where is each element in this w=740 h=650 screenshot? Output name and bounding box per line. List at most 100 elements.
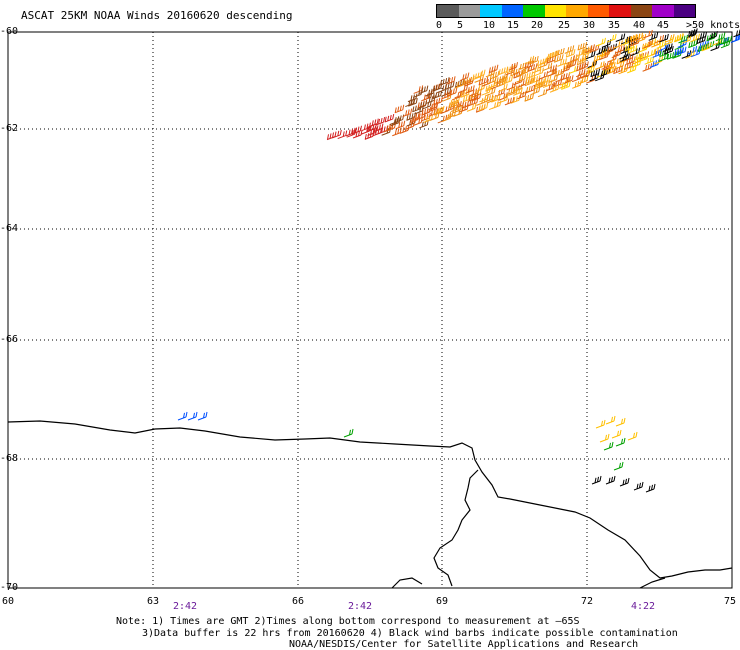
wind-barb — [485, 68, 496, 78]
wind-barb — [444, 81, 455, 90]
wind-barb — [615, 45, 625, 54]
wind-barb — [616, 55, 627, 65]
wind-barb — [445, 76, 456, 85]
wind-barb — [605, 475, 616, 485]
wind-barb — [715, 37, 726, 47]
wind-barb — [615, 437, 626, 447]
wind-barb — [580, 70, 591, 79]
wind-barb — [452, 104, 463, 114]
wind-barb — [606, 33, 617, 43]
wind-barb — [478, 76, 489, 86]
wind-barb — [442, 113, 452, 122]
wind-barb — [585, 44, 595, 53]
wind-barb — [619, 477, 630, 487]
wind-barb — [701, 42, 712, 52]
wind-barb — [577, 41, 588, 51]
wind-barb — [452, 91, 462, 101]
wind-barb — [696, 35, 707, 45]
y-label-62: -62 — [0, 123, 19, 134]
note-line-2: 3)Data buffer is 22 hrs from 20160620 4)… — [142, 628, 678, 639]
wind-barb — [595, 419, 606, 429]
wind-barb — [498, 66, 509, 76]
wind-barb — [417, 100, 427, 110]
wind-barb — [402, 108, 413, 118]
wind-barb — [658, 53, 669, 62]
legend-swatch-0 — [437, 5, 459, 17]
wind-barb — [595, 61, 605, 70]
coastline-bottom — [391, 577, 423, 589]
wind-barb — [332, 129, 342, 139]
wind-barb — [491, 94, 501, 103]
wind-barb — [541, 75, 552, 84]
coastline-right — [639, 577, 666, 589]
wind-barb — [542, 79, 553, 89]
wind-barb — [620, 45, 631, 54]
coastline-inland — [433, 469, 479, 587]
wind-barb — [419, 119, 429, 129]
wind-barb — [633, 481, 644, 491]
legend-swatch-5 — [544, 5, 566, 17]
wind-barb — [459, 72, 470, 82]
wind-barb — [547, 64, 558, 74]
wind-barb — [591, 475, 602, 485]
wind-barb — [674, 33, 684, 43]
wind-barb — [644, 56, 655, 65]
grid-lines — [8, 32, 732, 588]
y-label-70: -70 — [0, 582, 19, 593]
wind-barb — [524, 77, 535, 87]
wind-barb — [465, 85, 475, 94]
wind-speed-legend — [436, 4, 696, 18]
wind-barb — [627, 64, 637, 74]
legend-swatch-11 — [673, 5, 695, 17]
wind-barb — [704, 40, 715, 50]
wind-barb — [516, 74, 526, 83]
wind-barb — [676, 46, 687, 56]
wind-barb — [545, 82, 556, 92]
wind-barb — [489, 70, 500, 80]
wind-barb — [578, 75, 589, 85]
wind-barb — [441, 90, 452, 100]
wind-barb — [369, 118, 379, 128]
coastline — [7, 420, 733, 579]
wind-barb — [638, 53, 649, 63]
wind-barb — [636, 33, 647, 43]
wind-barb — [722, 35, 733, 45]
wind-barb — [605, 62, 616, 71]
wind-barb — [472, 71, 482, 81]
wind-barb — [352, 129, 363, 139]
wind-barb — [601, 39, 612, 48]
wind-barb — [472, 88, 482, 98]
wind-barb — [486, 87, 496, 97]
wind-barb — [613, 40, 623, 49]
y-label-64: -64 — [0, 223, 19, 234]
wind-barb — [423, 114, 434, 123]
wind-barb — [613, 461, 624, 471]
wind-barb — [529, 55, 539, 65]
wind-barb — [530, 75, 541, 84]
wind-barb — [611, 429, 622, 439]
wind-barb — [537, 57, 547, 67]
wind-barb — [466, 103, 477, 112]
legend-label-5: 25 — [558, 20, 571, 31]
wind-barb — [596, 37, 606, 47]
wind-barb — [498, 83, 508, 93]
wind-barb — [663, 36, 674, 46]
wind-barb — [337, 130, 348, 140]
wind-barb — [345, 127, 356, 137]
wind-barb — [459, 104, 469, 113]
wind-barb — [586, 60, 597, 70]
time-label-1: 2:42 — [172, 601, 198, 612]
wind-barb — [624, 52, 634, 62]
wind-barb — [478, 102, 489, 112]
wind-barb — [627, 431, 638, 441]
wind-barbs — [177, 28, 740, 493]
wind-barb — [561, 81, 571, 90]
wind-barb — [406, 112, 416, 121]
legend-label-8: 40 — [633, 20, 646, 31]
wind-barb — [409, 114, 420, 123]
wind-barb — [527, 63, 538, 72]
wind-barb — [579, 53, 589, 63]
wind-barb — [428, 108, 438, 117]
wind-barb — [177, 411, 188, 421]
